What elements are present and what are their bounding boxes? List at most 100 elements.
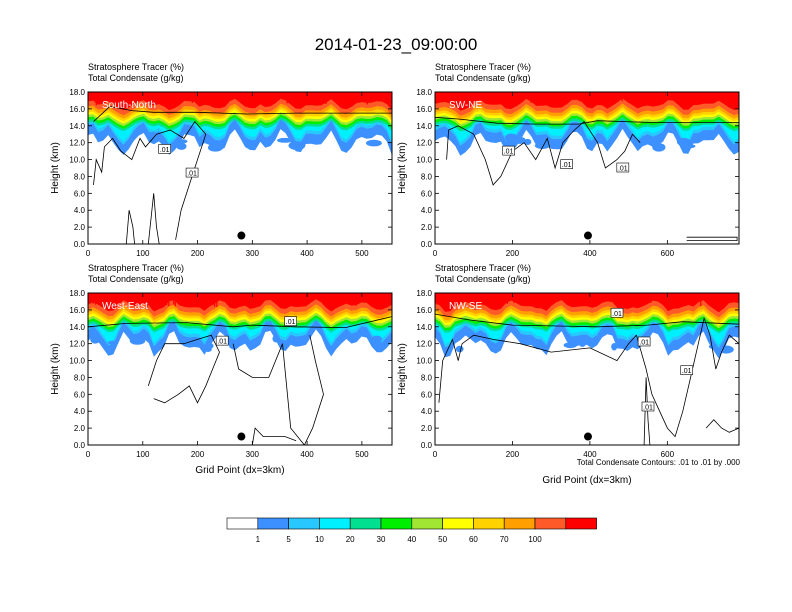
tracer-spike — [557, 92, 559, 105]
panel-1: .01 .01 South-North Stratosphere Tracer (%)… — [50, 62, 393, 258]
tracer-spike — [155, 293, 158, 301]
tracer-spike — [447, 293, 449, 303]
tracer-spike — [476, 293, 479, 306]
tracer-patch — [207, 143, 223, 152]
y-tick-label: 2.0 — [74, 223, 86, 232]
tracer-spike — [388, 92, 390, 97]
tracer-patch — [288, 141, 306, 151]
tracer-spike — [255, 92, 257, 100]
contour-label: .01 — [612, 311, 622, 318]
tracer-spike — [459, 293, 461, 301]
y-tick-label: 2.0 — [74, 424, 86, 433]
plot-frame — [434, 91, 740, 245]
tracer-spike — [160, 293, 162, 303]
tracer-spike — [340, 92, 342, 97]
y-tick-label: 2.0 — [421, 223, 433, 232]
tracer-spike — [506, 293, 508, 304]
tracer-patch — [708, 344, 718, 349]
tracer-spike — [448, 293, 450, 300]
tracer-patch — [495, 341, 503, 350]
contour-label: .01 — [682, 368, 692, 375]
y-tick-label: 10.0 — [69, 357, 85, 366]
x-tick-label: 0 — [86, 249, 91, 258]
tracer-spike — [233, 293, 236, 299]
tracer-spike — [383, 92, 385, 101]
tracer-spike — [350, 92, 353, 101]
tracer-patch — [204, 346, 212, 352]
x-tick-label: 200 — [191, 249, 205, 258]
contour-label: .01 — [187, 171, 197, 178]
contour-label-box — [502, 145, 515, 156]
footer-note: Total Condensate Contours: .01 to .01 by… — [577, 458, 741, 467]
tracer-patch — [149, 131, 157, 140]
tracer-level-11 — [435, 92, 739, 111]
contour-label-box — [560, 159, 573, 169]
tracer-spike — [481, 293, 483, 302]
tracer-spike — [355, 92, 357, 103]
tracer-spike — [604, 293, 606, 303]
tracer-patch — [504, 133, 518, 143]
colorbar-swatch — [565, 517, 597, 530]
x-tick-label: 400 — [300, 450, 314, 459]
tracer-spike — [702, 92, 704, 104]
tracer-spike — [530, 92, 532, 103]
tracer-spike — [606, 92, 608, 97]
plot-frame — [87, 292, 393, 446]
tracer-spike — [166, 293, 168, 306]
tracer-patch — [176, 139, 188, 144]
colorbar-swatch — [380, 517, 413, 530]
colorbar-swatch — [226, 517, 259, 530]
y-tick-label: 0.0 — [421, 441, 433, 450]
contour-label: .01 — [618, 166, 628, 173]
tracer-spike — [99, 92, 101, 100]
y-tick-label: 6.0 — [421, 390, 433, 399]
condensate-contours — [435, 116, 739, 241]
tracer-spike — [597, 92, 599, 98]
colorbar-swatch — [442, 517, 474, 530]
tracer-spike — [455, 92, 457, 101]
figure-title: 2014-01-23_09:00:00 — [315, 35, 478, 54]
x-tick-label: 100 — [136, 249, 150, 258]
x-tick-label: 300 — [246, 249, 260, 258]
tracer-spike — [619, 293, 621, 302]
tracer-spike — [659, 92, 661, 98]
colorbar-swatch — [349, 517, 382, 530]
tracer-spike — [725, 293, 727, 298]
tracer-spike — [199, 92, 201, 101]
contour-label: .01 — [217, 339, 227, 346]
tracer-spike — [324, 92, 327, 100]
x-axis-label: Grid Point (dx=3km) — [195, 465, 284, 476]
y-tick-label: 4.0 — [421, 407, 433, 416]
contour-label: .01 — [286, 319, 296, 326]
colorbar-swatch — [288, 517, 320, 530]
x-tick-label: 0 — [433, 450, 438, 459]
location-marker — [237, 432, 246, 441]
tracer-spike — [680, 293, 682, 298]
tracer-spike — [723, 293, 725, 303]
tracer-spike — [533, 293, 535, 305]
tracer-spike — [373, 92, 375, 102]
tracer-patch — [176, 142, 187, 150]
contour-line — [438, 316, 739, 438]
tracer-spike — [650, 293, 652, 303]
tracer-spike — [93, 92, 95, 98]
y-tick-label: 8.0 — [421, 172, 433, 181]
contour-line — [88, 316, 392, 329]
tracer-spike — [639, 293, 641, 302]
tracer-patch — [534, 142, 551, 149]
tracer-spike — [578, 293, 580, 303]
contour-label: .01 — [562, 162, 572, 169]
tracer-spike — [88, 92, 90, 99]
tracer-spike — [664, 92, 666, 100]
colorbar-label: 30 — [377, 535, 386, 544]
colorbar-label: 50 — [438, 535, 447, 544]
tracer-spike — [113, 293, 115, 307]
contour-label-box — [680, 365, 694, 375]
tracer-spike — [578, 92, 580, 97]
tracer-spike — [191, 293, 193, 301]
tracer-spike — [297, 92, 299, 99]
tracer-spike — [633, 92, 635, 97]
y-tick-label: 18.0 — [69, 88, 85, 97]
colorbar-label: 100 — [528, 535, 542, 544]
colorbar-swatch — [534, 517, 567, 530]
